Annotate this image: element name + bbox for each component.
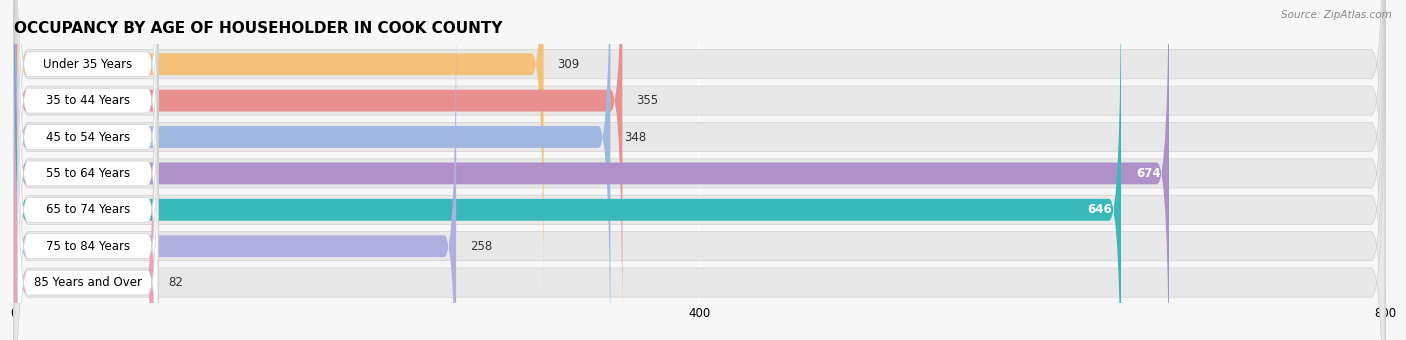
FancyBboxPatch shape xyxy=(17,76,157,340)
FancyBboxPatch shape xyxy=(14,39,155,340)
FancyBboxPatch shape xyxy=(17,0,157,270)
FancyBboxPatch shape xyxy=(14,0,1385,340)
FancyBboxPatch shape xyxy=(14,0,623,340)
FancyBboxPatch shape xyxy=(14,0,1385,340)
FancyBboxPatch shape xyxy=(14,0,1168,340)
FancyBboxPatch shape xyxy=(14,0,1385,340)
FancyBboxPatch shape xyxy=(14,2,456,340)
FancyBboxPatch shape xyxy=(14,0,1121,340)
Text: 348: 348 xyxy=(624,131,647,143)
Text: 355: 355 xyxy=(636,94,658,107)
Text: 35 to 44 Years: 35 to 44 Years xyxy=(45,94,129,107)
Text: Source: ZipAtlas.com: Source: ZipAtlas.com xyxy=(1281,10,1392,20)
FancyBboxPatch shape xyxy=(14,0,1385,340)
FancyBboxPatch shape xyxy=(14,0,1385,340)
Text: 646: 646 xyxy=(1088,203,1112,216)
FancyBboxPatch shape xyxy=(17,0,157,307)
Text: 55 to 64 Years: 55 to 64 Years xyxy=(45,167,129,180)
FancyBboxPatch shape xyxy=(17,4,157,340)
Text: 82: 82 xyxy=(169,276,183,289)
Text: OCCUPANCY BY AGE OF HOUSEHOLDER IN COOK COUNTY: OCCUPANCY BY AGE OF HOUSEHOLDER IN COOK … xyxy=(14,21,502,36)
Text: 258: 258 xyxy=(470,240,492,253)
FancyBboxPatch shape xyxy=(17,0,157,340)
FancyBboxPatch shape xyxy=(14,0,610,340)
Text: 45 to 54 Years: 45 to 54 Years xyxy=(45,131,129,143)
Text: 309: 309 xyxy=(557,58,579,71)
FancyBboxPatch shape xyxy=(14,6,1385,340)
Text: 65 to 74 Years: 65 to 74 Years xyxy=(45,203,129,216)
Text: 75 to 84 Years: 75 to 84 Years xyxy=(45,240,129,253)
Text: Under 35 Years: Under 35 Years xyxy=(44,58,132,71)
Text: 674: 674 xyxy=(1136,167,1160,180)
FancyBboxPatch shape xyxy=(17,40,157,340)
Text: 85 Years and Over: 85 Years and Over xyxy=(34,276,142,289)
FancyBboxPatch shape xyxy=(14,0,1385,340)
FancyBboxPatch shape xyxy=(17,0,157,340)
FancyBboxPatch shape xyxy=(14,0,544,308)
